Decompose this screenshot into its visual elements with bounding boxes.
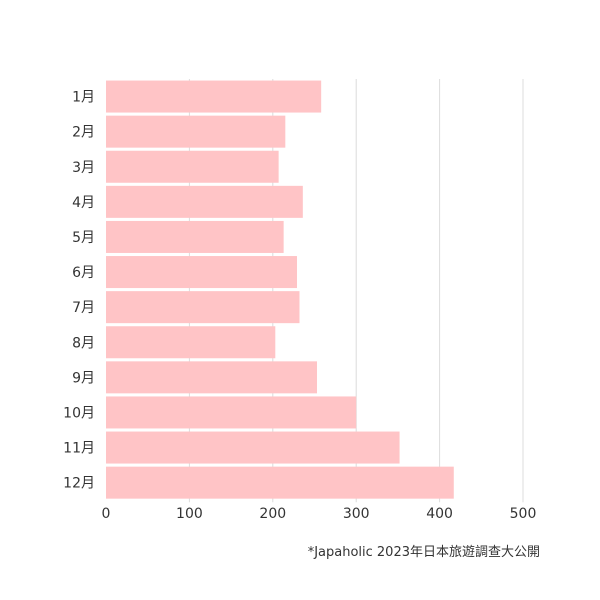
category-label-2: 2月 [72, 125, 95, 141]
x-tick-labels: 0 100 200 300 400 500 [102, 506, 537, 522]
bar-7 [106, 291, 300, 324]
category-label-4: 4月 [72, 195, 95, 211]
category-label-7: 7月 [72, 300, 95, 316]
x-tick-label-300: 300 [343, 506, 370, 522]
bar-8 [106, 326, 276, 359]
category-label-8: 8月 [72, 335, 95, 351]
source-note: *Japaholic 2023年日本旅遊調查大公開 [307, 545, 540, 560]
bar-2 [106, 115, 286, 148]
bar-6 [106, 256, 297, 289]
category-label-12: 12月 [63, 476, 95, 492]
category-label-11: 11月 [63, 441, 95, 457]
bar-12 [106, 466, 454, 499]
x-tick-label-400: 400 [426, 506, 453, 522]
bar-1 [106, 80, 322, 113]
category-label-1: 1月 [72, 90, 95, 106]
bars [106, 80, 454, 499]
bar-4 [106, 185, 303, 218]
bar-3 [106, 150, 279, 183]
category-label-3: 3月 [72, 160, 95, 176]
bar-5 [106, 220, 284, 253]
x-tick-label-0: 0 [102, 506, 111, 522]
category-label-9: 9月 [72, 370, 95, 386]
bar-9 [106, 361, 318, 394]
category-label-6: 6月 [72, 265, 95, 281]
x-tick-label-500: 500 [510, 506, 537, 522]
x-tick-label-200: 200 [259, 506, 286, 522]
category-labels: 1月 2月 3月 4月 5月 6月 7月 8月 9月 10月 11月 12月 [63, 90, 95, 492]
category-label-5: 5月 [72, 230, 95, 246]
bar-10 [106, 396, 357, 429]
x-tick-label-100: 100 [176, 506, 203, 522]
bar-11 [106, 431, 400, 464]
category-label-10: 10月 [63, 405, 95, 421]
